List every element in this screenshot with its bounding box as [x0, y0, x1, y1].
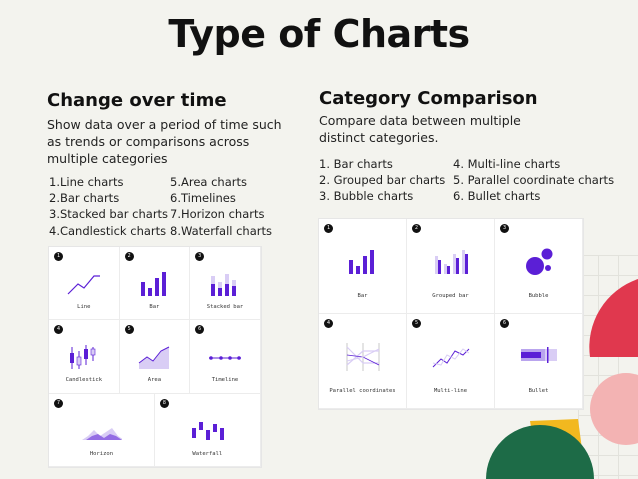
thumbnail-caption: Area	[147, 377, 162, 384]
thumbnail-caption: Grouped bar	[432, 293, 469, 300]
chart-type-list-item: 2.Bar charts	[49, 191, 120, 206]
bubble-chart-icon	[519, 246, 559, 282]
chart-type-list-item: 5.Area charts	[170, 175, 247, 189]
thumbnail-number-badge: 6	[500, 319, 509, 328]
page-title: Type of Charts	[168, 12, 470, 56]
chart-thumbnail-candlestick: 4 Candlestick	[49, 320, 120, 394]
multi-line-icon	[431, 341, 471, 377]
thumbnail-caption: Parallel coordinates	[329, 388, 396, 395]
chart-thumbnail-waterfall: 8 Waterfall	[154, 393, 261, 467]
thumbnail-number-badge: 5	[412, 319, 421, 328]
thumbnail-number-badge: 5	[124, 325, 134, 335]
chart-thumbnail-bar: 2 Bar	[119, 247, 191, 321]
thumbnail-caption: Multi-line	[433, 388, 468, 395]
thumbnail-number-badge: 7	[54, 398, 63, 408]
timeline-icon	[205, 341, 245, 377]
bullet-chart-icon	[519, 341, 559, 377]
waterfall-chart-icon	[188, 414, 228, 450]
chart-thumbnail-bubble: 3 Bubble	[495, 219, 583, 314]
thumbnail-caption: Bar	[149, 304, 160, 311]
thumbnail-caption: Bullet	[528, 388, 549, 395]
chart-thumbnail-line: 1 Line	[49, 247, 120, 321]
thumbnail-caption: Waterfall	[192, 450, 223, 457]
chart-thumbnail-horizon: 7 Horizon	[49, 393, 155, 467]
chart-type-list-item: 1.Line charts	[49, 175, 124, 189]
chart-type-list-item: 5. Parallel coordinate charts	[453, 173, 615, 188]
pink-circle-shape	[590, 373, 638, 445]
chart-thumbnail-area: 5 Area	[119, 320, 191, 394]
chart-type-list-change-over-time: 1.Line charts 2.Bar charts 3.Stacked bar c…	[49, 174, 289, 240]
grouped-bar-icon	[431, 246, 471, 282]
red-semicircle-shape	[589, 279, 638, 357]
chart-type-list-item: 2. Grouped bar charts	[319, 173, 446, 188]
green-semicircle-shape	[486, 425, 594, 479]
chart-type-list-item: 1. Bar charts	[319, 157, 393, 171]
thumbnail-number-badge: 3	[195, 252, 205, 261]
thumbnail-caption: Bar	[357, 293, 368, 300]
category-comparison-chart-panel: 1 Bar 2 Grouped bar 3 Bubble 4 Parallel coordin…	[318, 218, 584, 410]
section-description-category-comparison: Compare data between multiple distinct c…	[319, 113, 521, 145]
chart-type-list-item: 3. Bubble charts	[319, 189, 414, 204]
thumbnail-number-badge: 1	[324, 224, 333, 233]
thumbnail-number-badge: 8	[159, 398, 169, 408]
chart-type-list-item: 4.Candlestick charts	[49, 223, 167, 238]
chart-thumbnail-stacked-bar: 3 Stacked bar	[190, 247, 261, 321]
chart-thumbnail-grouped-bar: 2 Grouped bar	[407, 219, 495, 314]
thumbnail-number-badge: 2	[124, 252, 134, 261]
chart-type-list-item: 6. Bullet charts	[453, 189, 541, 204]
chart-thumbnail-timeline: 6 Timeline	[190, 320, 261, 394]
chart-type-list-category-comparison: 1. Bar charts 2. Grouped bar charts 3. Bub…	[319, 156, 619, 206]
decorative-shapes	[486, 279, 638, 479]
thumbnail-number-badge: 4	[54, 325, 63, 335]
candlestick-icon	[64, 341, 104, 377]
thumbnail-caption: Stacked bar	[206, 304, 244, 311]
thumbnail-number-badge: 4	[324, 319, 333, 328]
chart-type-list-item: 6.Timelines	[170, 191, 236, 206]
chart-type-list-item: 7.Horizon charts	[170, 207, 265, 222]
thumbnail-number-badge: 3	[500, 224, 509, 233]
chart-type-list-item: 8.Waterfall charts	[170, 223, 272, 238]
thumbnail-number-badge: 2	[412, 224, 421, 233]
bar-chart-icon	[135, 268, 175, 304]
area-chart-icon	[135, 341, 175, 377]
thumbnail-number-badge: 1	[54, 252, 63, 261]
thumbnail-caption: Bubble	[528, 293, 549, 300]
chart-thumbnail-multi-line: 5 Multi-line	[407, 314, 495, 409]
thumbnail-caption: Timeline	[211, 377, 239, 384]
stacked-bar-icon	[205, 268, 245, 304]
horizon-chart-icon	[81, 414, 124, 450]
section-heading-category-comparison: Category Comparison	[319, 88, 538, 109]
chart-type-list-item: 3.Stacked bar charts	[49, 207, 169, 222]
thumbnail-number-badge: 6	[195, 325, 205, 335]
chart-thumbnail-bullet: 6 Bullet	[495, 314, 583, 409]
section-description-change-over-time: Show data over a period of time such as …	[47, 117, 282, 166]
chart-type-list-item: 4. Multi-line charts	[453, 157, 561, 171]
thumbnail-caption: Candlestick	[65, 377, 103, 384]
chart-thumbnail-parallel-coordinates: 4 Parallel coordinates	[319, 314, 407, 409]
parallel-coordinates-icon	[343, 341, 383, 377]
section-heading-change-over-time: Change over time	[47, 90, 227, 111]
bar-chart-icon	[343, 246, 383, 282]
thumbnail-caption: Horizon	[89, 450, 114, 457]
line-chart-icon	[64, 268, 104, 304]
chart-thumbnail-bar: 1 Bar	[319, 219, 407, 314]
change-over-time-chart-panel: 1 Line 2 Bar 3 Stacked bar 4 Candlestick 5 Area 6 T…	[48, 246, 262, 468]
thumbnail-caption: Line	[77, 304, 91, 311]
